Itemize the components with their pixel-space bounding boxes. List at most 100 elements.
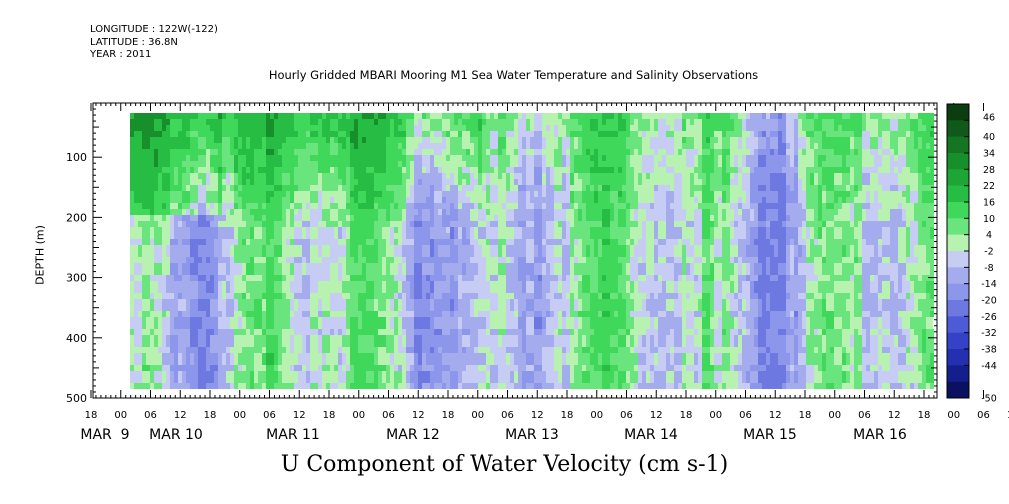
heatmap-cell — [370, 245, 374, 251]
heatmap-cell — [478, 335, 482, 341]
heatmap-cell — [358, 365, 362, 371]
heatmap-cell — [306, 341, 310, 347]
heatmap-cell — [174, 299, 178, 305]
heatmap-cell — [462, 149, 466, 155]
heatmap-cell — [318, 143, 322, 149]
heatmap-cell — [218, 191, 222, 197]
heatmap-cell — [322, 149, 326, 155]
heatmap-cell — [142, 287, 146, 293]
heatmap-cell — [466, 161, 470, 167]
heatmap-cell — [486, 185, 490, 191]
heatmap-cell — [506, 275, 510, 281]
heatmap-cell — [654, 281, 658, 287]
heatmap-cell — [414, 311, 418, 317]
heatmap-cell — [266, 341, 270, 347]
heatmap-cell — [162, 203, 166, 209]
heatmap-cell — [154, 257, 158, 263]
heatmap-cell — [342, 317, 346, 323]
heatmap-cell — [398, 173, 402, 179]
heatmap-cell — [606, 239, 610, 245]
heatmap-cell — [234, 329, 238, 335]
heatmap-cell — [610, 287, 614, 293]
heatmap-cell — [346, 281, 350, 287]
heatmap-cell — [378, 113, 382, 119]
heatmap-cell — [390, 287, 394, 293]
heatmap-cell — [302, 173, 306, 179]
heatmap-cell — [354, 269, 358, 275]
heatmap-cell — [330, 137, 334, 143]
heatmap-cell — [638, 269, 642, 275]
heatmap-cell — [434, 263, 438, 269]
heatmap-cell — [270, 125, 274, 131]
heatmap-cell — [438, 167, 442, 173]
heatmap-cell — [610, 239, 614, 245]
heatmap-cell — [266, 257, 270, 263]
heatmap-cell — [322, 161, 326, 167]
heatmap-cell — [642, 371, 646, 377]
heatmap-cell — [338, 149, 342, 155]
heatmap-cell — [466, 185, 470, 191]
heatmap-cell — [414, 239, 418, 245]
heatmap-cell — [594, 209, 598, 215]
heatmap-cell — [134, 137, 138, 143]
heatmap-cell — [170, 209, 174, 215]
heatmap-cell — [378, 281, 382, 287]
heatmap-cell — [362, 251, 366, 257]
heatmap-cell — [150, 119, 154, 125]
heatmap-cell — [350, 299, 354, 305]
heatmap-cell — [634, 311, 638, 317]
heatmap-cell — [502, 371, 506, 377]
heatmap-cell — [278, 233, 282, 239]
heatmap-cell — [214, 287, 218, 293]
heatmap-cell — [490, 335, 494, 341]
heatmap-cell — [242, 149, 246, 155]
heatmap-cell — [194, 239, 198, 245]
heatmap-cell — [590, 341, 594, 347]
heatmap-cell — [654, 293, 658, 299]
heatmap-cell — [290, 149, 294, 155]
heatmap-cell — [550, 191, 554, 197]
heatmap-cell — [374, 119, 378, 125]
heatmap-cell — [338, 179, 342, 185]
heatmap-cell — [338, 347, 342, 353]
heatmap-cell — [458, 191, 462, 197]
heatmap-cell — [526, 143, 530, 149]
heatmap-cell — [134, 299, 138, 305]
heatmap-cell — [562, 143, 566, 149]
heatmap-cell — [202, 161, 206, 167]
heatmap-cell — [462, 257, 466, 263]
heatmap-cell — [354, 293, 358, 299]
heatmap-cell — [510, 311, 514, 317]
heatmap-cell — [654, 137, 658, 143]
heatmap-cell — [446, 209, 450, 215]
heatmap-cell — [130, 179, 134, 185]
heatmap-cell — [182, 317, 186, 323]
heatmap-cell — [522, 125, 526, 131]
heatmap-cell — [582, 251, 586, 257]
heatmap-cell — [338, 119, 342, 125]
heatmap-cell — [318, 191, 322, 197]
heatmap-cell — [486, 179, 490, 185]
heatmap-cell — [654, 341, 658, 347]
heatmap-cell — [522, 197, 526, 203]
heatmap-cell — [322, 329, 326, 335]
heatmap-cell — [134, 161, 138, 167]
heatmap-cell — [362, 143, 366, 149]
heatmap-cell — [514, 257, 518, 263]
heatmap-cell — [338, 155, 342, 161]
heatmap-cell — [606, 299, 610, 305]
heatmap-cell — [422, 197, 426, 203]
heatmap-cell — [406, 119, 410, 125]
heatmap-cell — [654, 365, 658, 371]
heatmap-cell — [322, 317, 326, 323]
heatmap-cell — [302, 185, 306, 191]
heatmap-cell — [394, 161, 398, 167]
heatmap-cell — [310, 323, 314, 329]
heatmap-cell — [274, 365, 278, 371]
heatmap-cell — [154, 167, 158, 173]
heatmap-cell — [170, 119, 174, 125]
heatmap-cell — [314, 281, 318, 287]
heatmap-cell — [462, 245, 466, 251]
heatmap-cell — [142, 185, 146, 191]
heatmap-cell — [446, 215, 450, 221]
